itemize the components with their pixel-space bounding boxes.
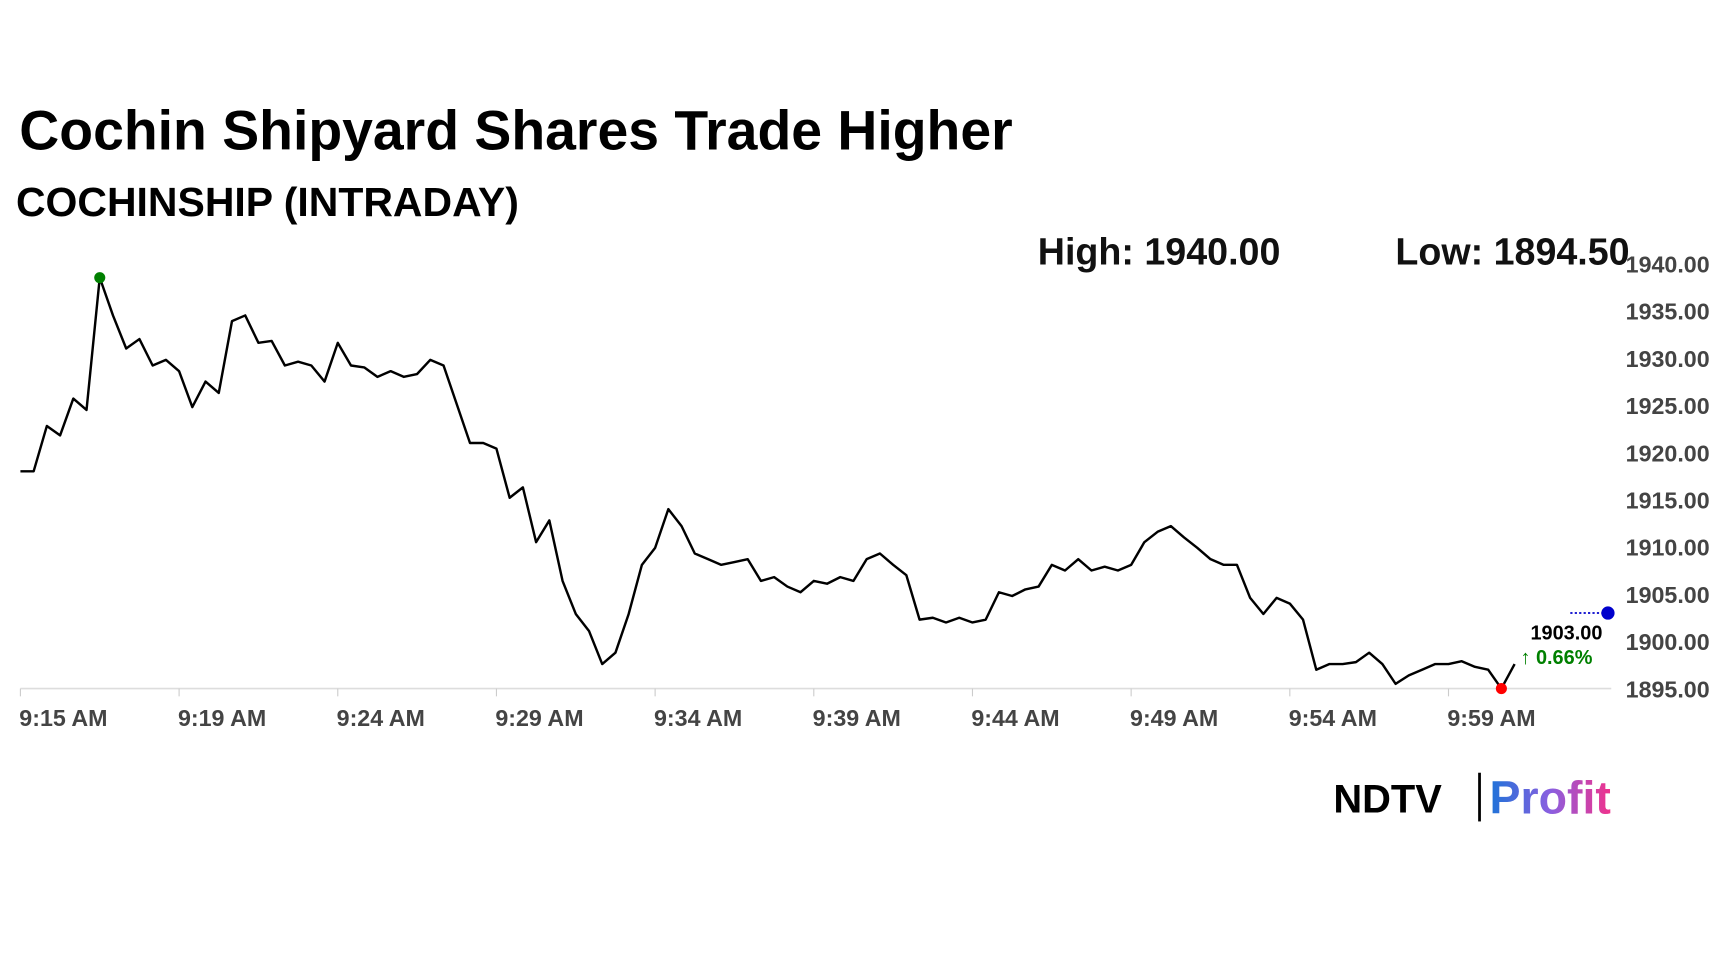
y-tick-label: 1900.00: [1626, 629, 1710, 655]
y-tick-label: 1940.00: [1626, 251, 1710, 277]
chart-title: Cochin Shipyard Shares Trade Higher: [19, 99, 1012, 161]
x-tick-label: 9:59 AM: [1447, 705, 1535, 731]
y-tick-label: 1930.00: [1626, 346, 1710, 372]
x-tick-label: 9:15 AM: [19, 705, 107, 731]
x-tick-label: 9:49 AM: [1130, 705, 1218, 731]
high-label: High: 1940.00: [1038, 231, 1281, 273]
x-tick-label: 9:24 AM: [337, 705, 425, 731]
y-tick-label: 1895.00: [1626, 676, 1710, 702]
high-marker: [94, 272, 106, 284]
price-line: [20, 276, 1516, 690]
low-label: Low: 1894.50: [1395, 231, 1629, 273]
x-tick-label: 9:39 AM: [813, 705, 901, 731]
y-tick-label: 1915.00: [1626, 488, 1710, 514]
x-tick-label: 9:54 AM: [1289, 705, 1377, 731]
x-tick-label: 9:29 AM: [495, 705, 583, 731]
logo-brand: NDTV: [1333, 778, 1442, 822]
y-tick-label: 1910.00: [1626, 535, 1710, 561]
y-tick-label: 1935.00: [1626, 299, 1710, 325]
y-tick-label: 1905.00: [1626, 582, 1710, 608]
logo-product: Profit: [1489, 772, 1610, 824]
chart-subtitle: COCHINSHIP (INTRADAY): [16, 179, 519, 225]
x-tick-label: 9:34 AM: [654, 705, 742, 731]
y-tick-label: 1920.00: [1626, 440, 1710, 466]
x-tick-label: 9:44 AM: [971, 705, 1059, 731]
y-tick-label: 1925.00: [1626, 393, 1710, 419]
change-label: ↑ 0.66%: [1520, 647, 1592, 669]
low-marker: [1495, 683, 1507, 695]
last-price-label: 1903.00: [1530, 623, 1602, 645]
last-price-marker: [1601, 606, 1615, 620]
x-tick-label: 9:19 AM: [178, 705, 266, 731]
